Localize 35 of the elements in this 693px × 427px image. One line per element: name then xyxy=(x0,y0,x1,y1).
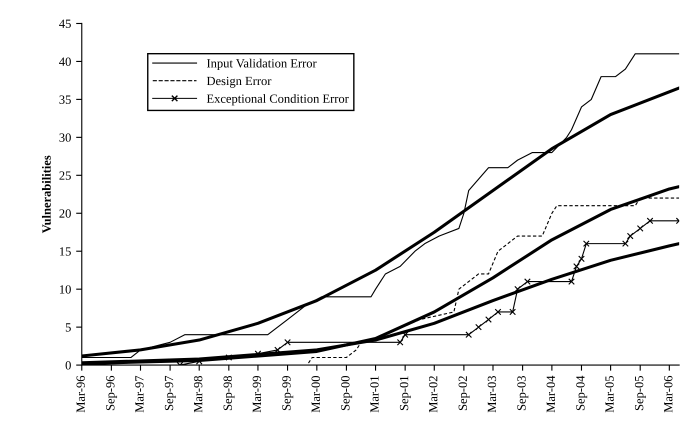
y-tick-label: 45 xyxy=(59,20,71,28)
x-tick-label: Sep-98 xyxy=(224,376,234,410)
y-tick-label: 20 xyxy=(59,209,71,218)
x-tick-label: Sep-97 xyxy=(164,376,176,410)
x-tick-label: Mar-02 xyxy=(428,376,438,412)
x-tick-label: Sep-00 xyxy=(341,376,352,410)
x-tick-label: Mar-04 xyxy=(546,376,556,412)
x-tick-label: Mar-05 xyxy=(605,376,614,412)
y-tick-label: 35 xyxy=(59,95,71,104)
x-tick-label: Sep-05 xyxy=(634,376,646,410)
y-tick-label: 0 xyxy=(66,361,71,370)
x-tick-label: Mar-06 xyxy=(664,376,672,412)
x-tick-label: Mar-03 xyxy=(488,376,496,412)
y-tick-label: 10 xyxy=(60,285,71,294)
x-tick-label: Sep-99 xyxy=(282,376,294,410)
y-tick-label: 40 xyxy=(59,57,71,66)
x-tick-label: Mar-00 xyxy=(312,376,320,412)
y-tick-label: 30 xyxy=(59,133,71,142)
legend-label: Input Validation Error xyxy=(206,58,317,70)
legend-label: Design Error xyxy=(206,76,272,88)
x-tick-label: Mar-99 xyxy=(252,376,262,412)
x-tick-label: Sep-96 xyxy=(106,376,118,410)
x-tick-label: Sep-02 xyxy=(458,376,470,410)
y-tick-label: 5 xyxy=(66,323,71,332)
x-tick-label: Sep-03 xyxy=(517,376,528,410)
x-tick-label: Mar-01 xyxy=(370,376,379,412)
x-tick-label: Mar-96 xyxy=(76,376,85,412)
legend-label: Exceptional Condition Error xyxy=(206,94,349,106)
y-tick-label: 25 xyxy=(59,171,71,180)
y-tick-label: 15 xyxy=(60,247,71,256)
x-tick-label: Mar-98 xyxy=(194,376,202,412)
x-tick-label: Mar-97 xyxy=(135,376,144,412)
y-axis-title: Vulnerabilities xyxy=(42,156,51,234)
x-tick-label: Sep-01 xyxy=(400,376,411,410)
x-tick-label: Sep-04 xyxy=(576,376,588,410)
